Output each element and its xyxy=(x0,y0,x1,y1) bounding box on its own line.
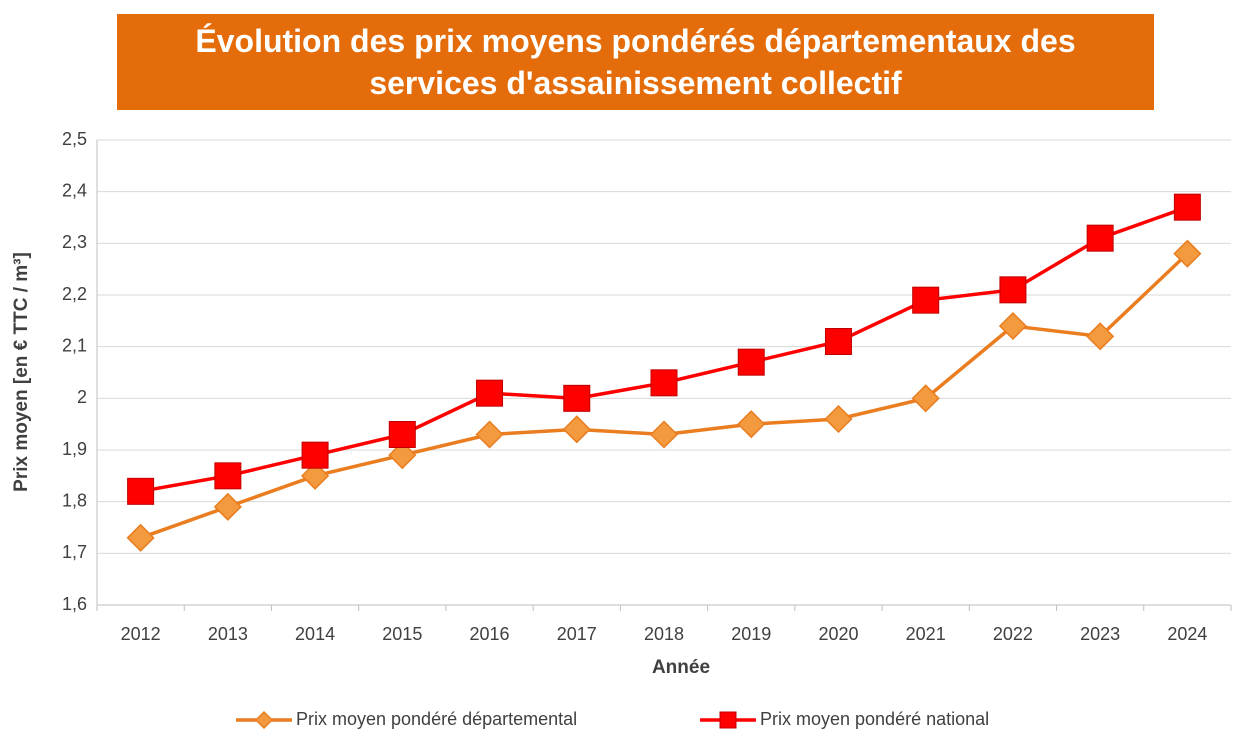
marker xyxy=(127,477,155,505)
marker xyxy=(213,492,242,521)
marker xyxy=(824,404,853,434)
chart-title: Évolution des prix moyens pondérés dépar… xyxy=(117,14,1154,110)
marker xyxy=(1086,322,1115,351)
x-tick-label: 2014 xyxy=(295,624,335,644)
marker xyxy=(824,328,852,355)
y-tick-label: 1,8 xyxy=(62,490,87,510)
marker xyxy=(650,369,678,397)
marker xyxy=(301,441,329,469)
legend-label: Prix moyen pondéré départemental xyxy=(296,709,577,729)
y-tick-label: 1,9 xyxy=(62,439,87,459)
legend-marker xyxy=(719,711,737,729)
y-tick-label: 2,1 xyxy=(62,335,87,355)
marker xyxy=(998,311,1027,341)
marker xyxy=(388,421,416,448)
x-tick-label: 2012 xyxy=(121,624,161,644)
marker xyxy=(301,461,330,490)
marker xyxy=(999,276,1027,304)
y-axis-label: Prix moyen [en € TTC / m³] xyxy=(11,252,32,492)
y-tick-label: 1,6 xyxy=(62,594,87,614)
legend-label: Prix moyen pondéré national xyxy=(760,709,989,729)
series-line xyxy=(140,205,1188,494)
x-tick-label: 2021 xyxy=(906,624,946,644)
x-tick-label: 2017 xyxy=(557,624,597,644)
y-tick-label: 1,7 xyxy=(62,542,87,562)
marker xyxy=(563,384,591,412)
x-axis-label: Année xyxy=(652,657,710,678)
legend-marker xyxy=(254,710,274,730)
x-tick-label: 2016 xyxy=(470,624,510,644)
marker xyxy=(475,420,504,449)
marker xyxy=(562,415,591,444)
marker xyxy=(388,441,417,470)
y-tick-label: 2 xyxy=(77,387,87,407)
y-tick-label: 2,4 xyxy=(62,180,87,200)
marker xyxy=(214,462,242,490)
x-tick-label: 2013 xyxy=(208,624,248,644)
marker xyxy=(1173,193,1201,221)
marker xyxy=(1173,239,1202,268)
marker xyxy=(911,384,940,413)
x-tick-label: 2020 xyxy=(818,624,858,644)
y-tick-label: 2,2 xyxy=(62,284,87,304)
marker xyxy=(912,286,940,314)
marker xyxy=(1086,224,1114,252)
marker xyxy=(737,410,766,439)
x-tick-label: 2018 xyxy=(644,624,684,644)
y-tick-label: 2,5 xyxy=(62,129,87,149)
marker xyxy=(126,523,155,552)
x-tick-label: 2019 xyxy=(731,624,771,644)
x-tick-label: 2024 xyxy=(1167,624,1207,644)
marker xyxy=(649,420,679,449)
y-tick-label: 2,3 xyxy=(62,232,87,252)
marker xyxy=(476,379,504,407)
x-tick-label: 2022 xyxy=(993,624,1033,644)
marker xyxy=(737,348,765,376)
x-tick-label: 2015 xyxy=(382,624,422,644)
x-tick-label: 2023 xyxy=(1080,624,1120,644)
